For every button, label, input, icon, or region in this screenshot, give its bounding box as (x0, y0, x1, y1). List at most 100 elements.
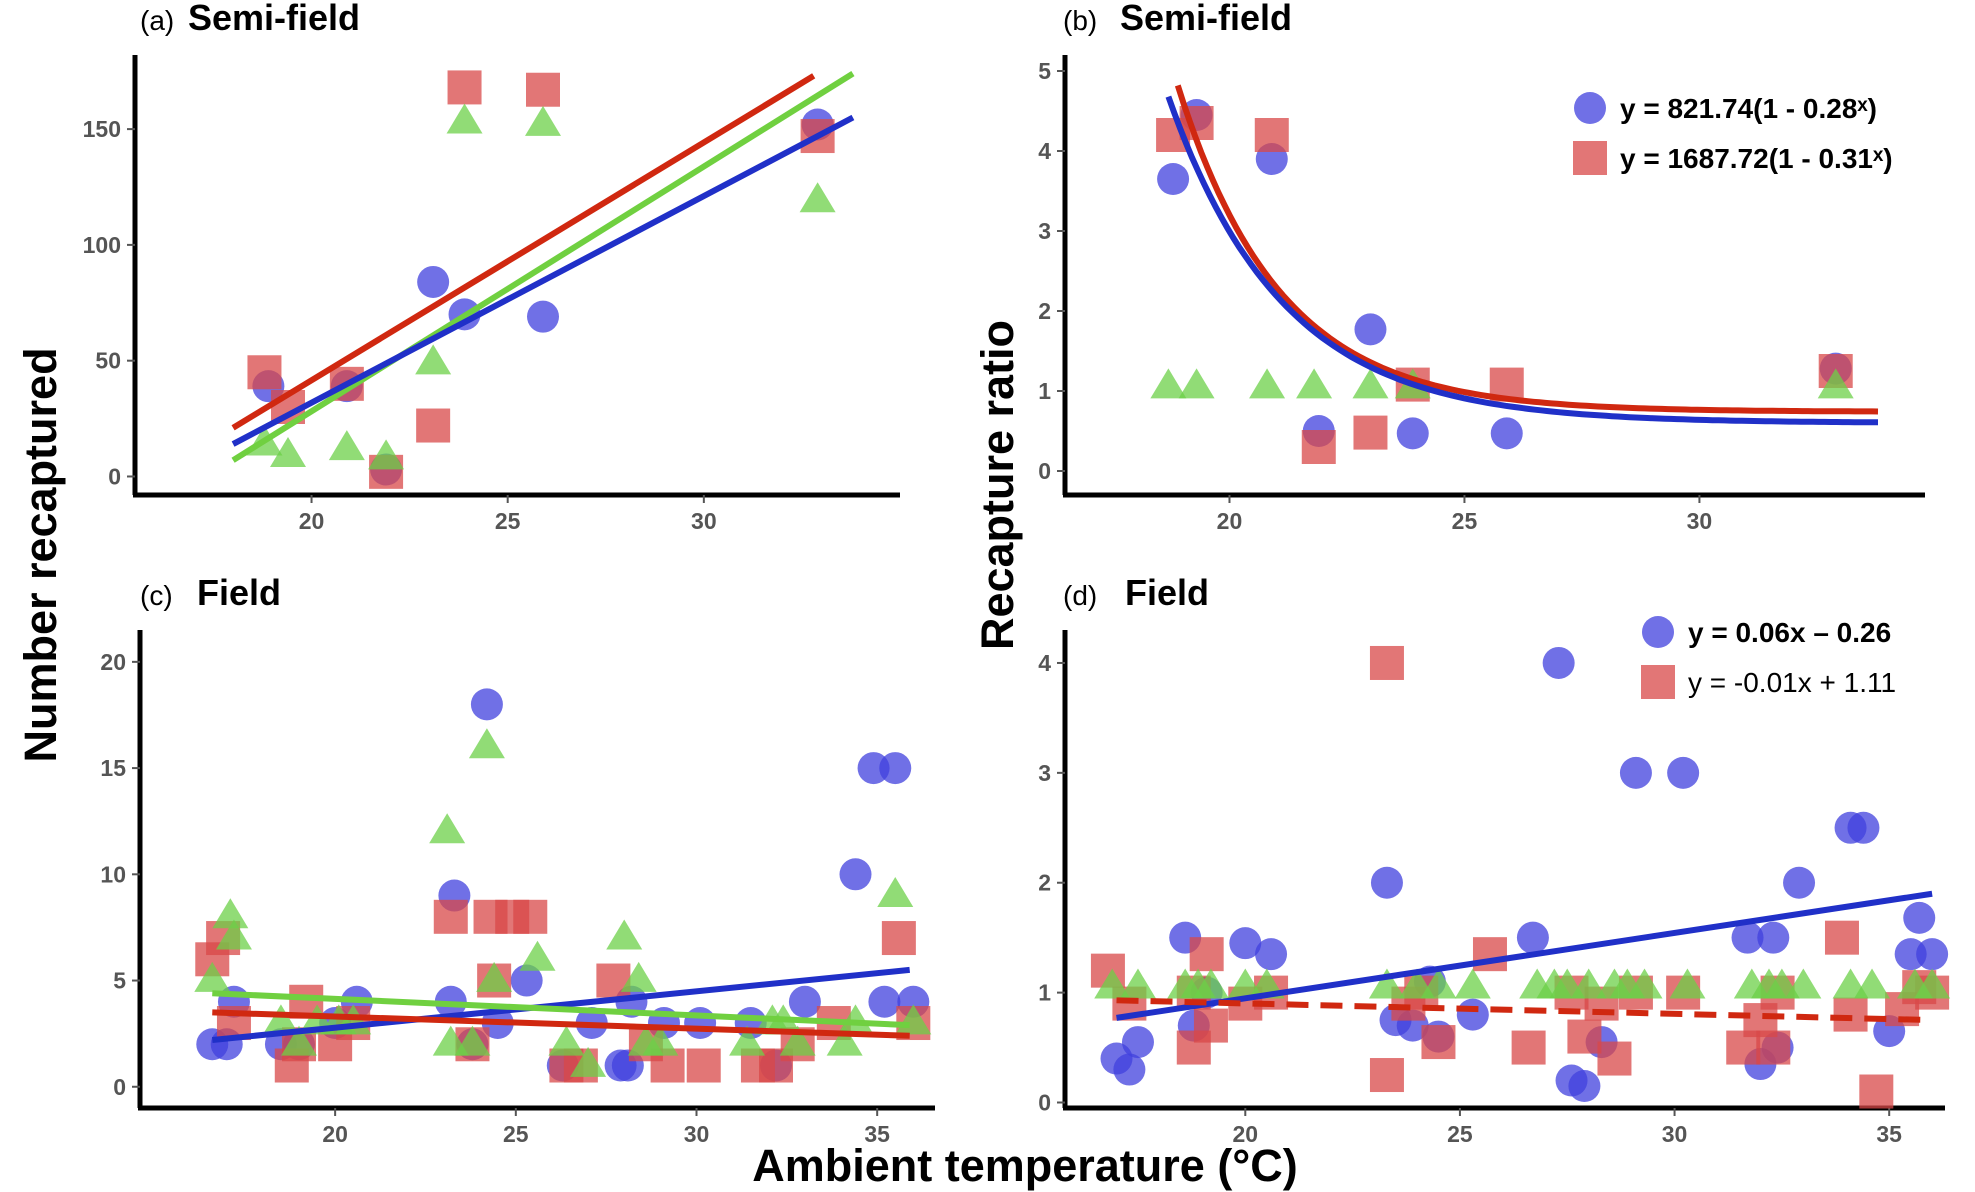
data-point-red-square (1301, 430, 1336, 464)
x-tick-label: 30 (684, 1121, 710, 1147)
data-point-red-square (1833, 997, 1868, 1032)
data-point-blue-circle (1456, 998, 1489, 1031)
y-tick-label: 1 (1038, 980, 1051, 1006)
data-point-green-triangle (468, 728, 505, 759)
fit-curve-red_line (1174, 84, 1879, 415)
x-tick-label: 20 (322, 1121, 348, 1147)
y-tick-label: 4 (1038, 650, 1051, 676)
data-point-green-triangle (525, 105, 561, 136)
x-tick-label: 35 (864, 1121, 890, 1147)
data-point-blue-circle (1396, 417, 1429, 450)
data-point-blue-circle (1667, 756, 1700, 789)
y-tick-label: 20 (100, 649, 126, 675)
y-tick-label: 4 (1038, 138, 1051, 164)
panel-d-title: Field (1125, 572, 1209, 613)
data-point-red-square (1421, 1025, 1456, 1060)
panel-c-title: Field (197, 572, 281, 613)
x-tick-label: 30 (691, 508, 717, 534)
panel-b-tag: (b) (1063, 5, 1097, 36)
data-point-green-triangle (1296, 368, 1333, 399)
data-point-blue-circle (1847, 811, 1880, 844)
data-point-blue-circle (1903, 901, 1936, 934)
data-point-red-square (1824, 920, 1859, 955)
data-point-green-triangle (826, 1025, 863, 1056)
data-point-blue-circle (1490, 417, 1523, 450)
data-point-red-square (247, 355, 282, 390)
data-point-blue-circle (1113, 1053, 1146, 1086)
data-point-red-square (1511, 1030, 1546, 1065)
data-point-red-square (1369, 1058, 1404, 1093)
y-tick-label: 3 (1038, 218, 1051, 244)
x-tick-label: 30 (1687, 508, 1713, 534)
y-tick-label: 1 (1038, 378, 1051, 404)
data-point-blue-circle (788, 985, 821, 1018)
x-tick-label: 25 (1452, 508, 1478, 534)
data-point-blue-circle (417, 265, 450, 298)
y-tick-label: 3 (1038, 760, 1051, 786)
panel-c: (c) Field 20 25 30 35 0 5 10 15 20 (100, 572, 935, 1147)
y-tick-label: 50 (95, 348, 121, 374)
data-point-red-square (526, 72, 560, 107)
data-point-blue-circle (839, 858, 872, 891)
data-point-blue-circle (470, 688, 503, 721)
legend-label: y = 0.06x – 0.26 (1688, 617, 1891, 648)
x-axis-title: Ambient temperature (°C) (752, 1140, 1298, 1191)
x-tick-label: 20 (1232, 1121, 1258, 1147)
fit-line-green_line (212, 990, 910, 1029)
panel-b: (b) Semi-field 20 25 30 0 1 2 3 4 5 y = 821.74(1 - … (1038, 0, 1925, 534)
x-tick-label: 25 (495, 508, 521, 534)
data-point-green-triangle (1626, 968, 1663, 999)
data-point-green-triangle (212, 898, 249, 929)
fit-line-green_line (231, 70, 855, 463)
data-point-blue-circle (1542, 646, 1575, 679)
y-tick-label: 0 (1038, 458, 1051, 484)
data-point-red-square (1756, 1030, 1791, 1065)
panel-b-title: Semi-field (1120, 0, 1292, 38)
y-tick-label: 5 (113, 968, 126, 994)
data-point-green-triangle (454, 1025, 491, 1056)
data-point-blue-circle (1731, 921, 1764, 954)
x-tick-label: 25 (1447, 1121, 1473, 1147)
data-point-green-triangle (779, 1025, 816, 1056)
y-tick-label: 5 (1038, 58, 1051, 84)
data-point-red-square (686, 1048, 721, 1083)
data-point-red-square (881, 921, 916, 956)
data-point-green-triangle (877, 876, 914, 907)
data-point-blue-circle (527, 300, 559, 333)
y-axis-title-right: Recapture ratio (972, 320, 1023, 650)
data-point-green-triangle (1854, 968, 1891, 999)
data-point-blue-circle (1157, 163, 1190, 195)
data-point-green-triangle (1420, 968, 1457, 999)
data-point-red-square (1189, 937, 1224, 972)
y-tick-label: 0 (113, 1074, 126, 1100)
data-point-green-triangle (476, 961, 513, 992)
legend-marker-red (1573, 141, 1607, 175)
y-axis-title-left: Number recaptured (15, 347, 66, 762)
data-point-green-triangle (270, 437, 306, 468)
data-point-red-square (1254, 118, 1289, 152)
data-point-red-square (1193, 1008, 1228, 1043)
y-tick-label: 15 (100, 755, 126, 781)
data-point-green-triangle (1249, 368, 1286, 399)
data-point-red-square (1597, 1041, 1632, 1076)
data-point-red-square (447, 70, 482, 105)
data-point-red-square (1567, 1019, 1602, 1054)
data-point-green-triangle (1150, 368, 1187, 399)
y-tick-label: 2 (1038, 298, 1051, 324)
y-tick-label: 2 (1038, 870, 1051, 896)
data-point-blue-circle (1757, 921, 1790, 954)
data-point-green-triangle (1119, 968, 1156, 999)
data-point-blue-circle (1255, 938, 1288, 971)
x-tick-label: 30 (1662, 1121, 1688, 1147)
data-point-green-triangle (1785, 968, 1822, 999)
data-point-green-triangle (215, 919, 252, 950)
y-tick-label: 150 (83, 116, 121, 142)
fit-line-red_line (212, 1009, 910, 1039)
data-point-green-triangle (1178, 368, 1215, 399)
data-point-green-triangle (1570, 968, 1607, 999)
legend-label: y = 821.74(1 - 0.28ˣ) (1620, 93, 1877, 124)
x-tick-label: 25 (503, 1121, 529, 1147)
data-point-green-triangle (281, 1025, 317, 1056)
data-point-green-triangle (837, 1004, 874, 1035)
